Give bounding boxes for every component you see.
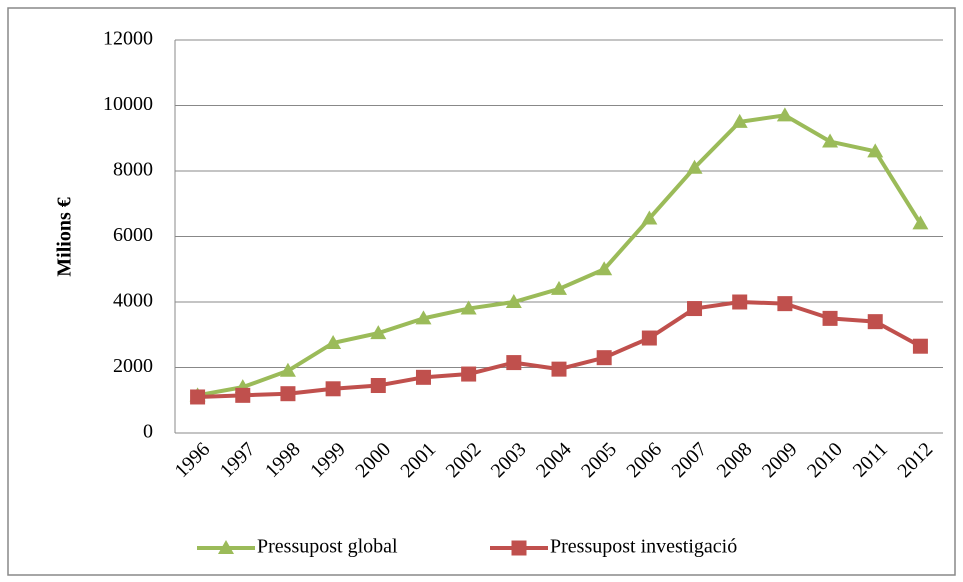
data-point (822, 310, 838, 326)
data-point (415, 310, 432, 325)
data-point (641, 210, 658, 225)
data-point (687, 301, 703, 317)
y-tick-label: 12000 (103, 28, 153, 50)
data-point (641, 330, 657, 346)
data-point (235, 387, 251, 403)
data-point (325, 381, 341, 397)
legend-label: Pressupost global (257, 536, 398, 558)
data-point (776, 107, 793, 122)
legend-marker (511, 540, 527, 556)
data-point (280, 386, 296, 402)
data-point (551, 280, 567, 295)
data-point (461, 366, 477, 382)
chart-frame (7, 7, 956, 576)
data-point (777, 296, 793, 312)
legend-marker (218, 540, 234, 554)
data-point (505, 294, 522, 308)
data-point (551, 361, 567, 377)
data-point (732, 294, 748, 310)
data-point (596, 350, 612, 366)
y-tick-label: 0 (143, 421, 153, 443)
data-point (190, 389, 206, 405)
y-tick-label: 8000 (113, 159, 153, 181)
data-point (867, 143, 884, 158)
y-tick-label: 6000 (113, 224, 153, 246)
y-tick-label: 10000 (103, 93, 153, 115)
data-point (325, 334, 342, 349)
y-axis-label: Milions € (54, 197, 76, 276)
data-point (822, 133, 839, 148)
y-tick-label: 4000 (113, 290, 153, 312)
y-tick-label: 2000 (113, 355, 153, 377)
data-point (867, 314, 883, 330)
data-point (506, 355, 522, 371)
data-point (279, 362, 296, 377)
data-point (686, 159, 703, 174)
data-point (370, 325, 387, 340)
data-point (415, 369, 431, 385)
data-point (596, 261, 613, 276)
data-point (370, 378, 386, 394)
data-point (731, 113, 748, 128)
data-point (912, 338, 928, 354)
legend-label: Pressupost investigació (550, 536, 737, 558)
data-point (912, 215, 929, 230)
data-point (460, 300, 477, 315)
